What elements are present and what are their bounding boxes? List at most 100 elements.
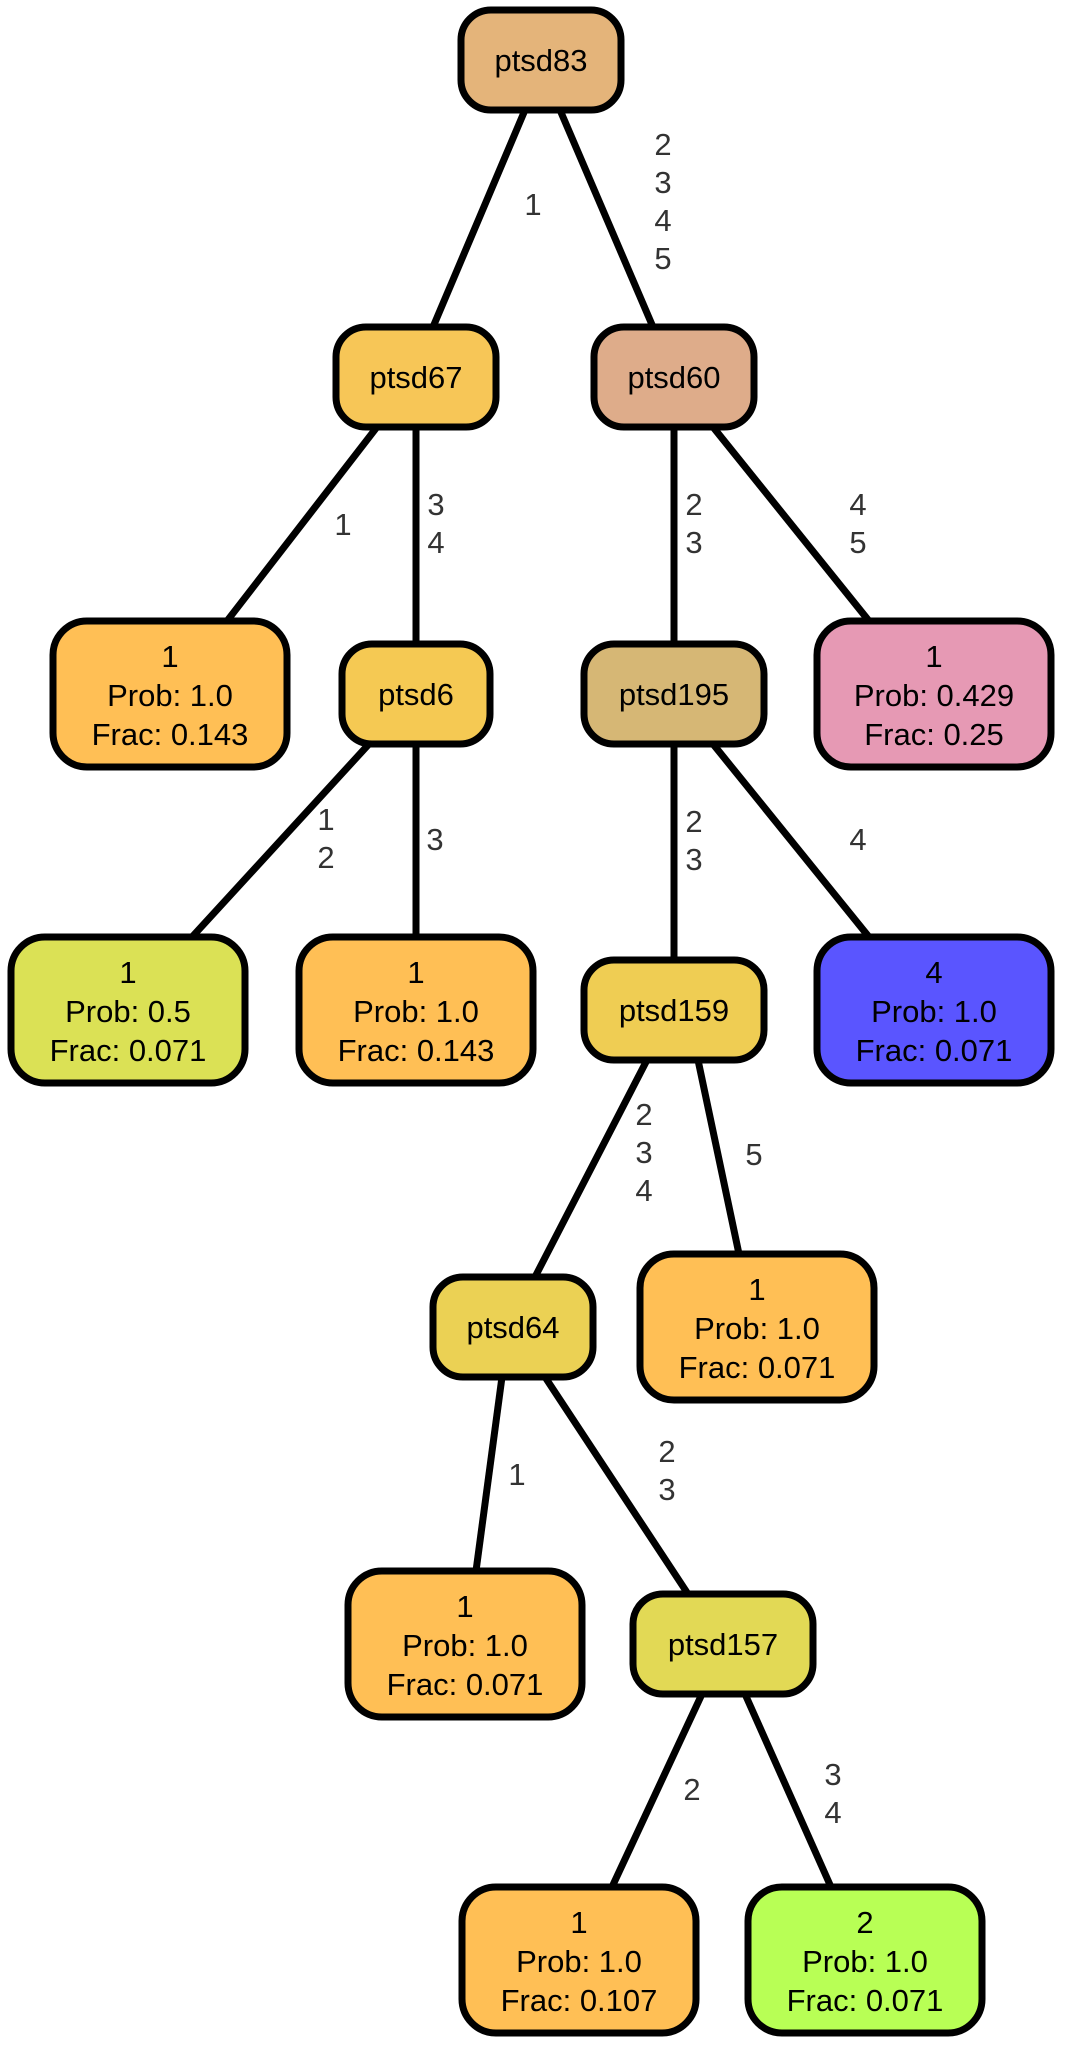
edge-label-line: 2 xyxy=(685,487,702,522)
edge-label: 3 xyxy=(426,822,443,857)
split-variable-label: ptsd6 xyxy=(378,677,454,712)
leaf-frac-label: Frac: 0.071 xyxy=(787,1983,944,2018)
leaf-prob-label: Prob: 1.0 xyxy=(802,1944,928,1979)
node-box xyxy=(813,933,1055,1087)
split-node-ptsd195: ptsd195 xyxy=(580,640,768,748)
split-node-ptsd83: ptsd83 xyxy=(457,6,625,114)
leaf-class-label: 1 xyxy=(119,955,136,990)
edge-ptsd83-to-ptsd60 xyxy=(556,108,657,329)
split-variable-label: ptsd157 xyxy=(668,1627,778,1662)
leaf-prob-label: Prob: 1.0 xyxy=(516,1944,642,1979)
edge-label: 1 xyxy=(524,187,541,222)
node-box xyxy=(636,1250,878,1404)
edge-label-line: 1 xyxy=(334,507,351,542)
split-variable-label: ptsd67 xyxy=(369,360,462,395)
edge-label-line: 2 xyxy=(685,804,702,839)
edge-ptsd157-to-leaf_h xyxy=(608,1692,706,1889)
edge-label-line: 3 xyxy=(658,1472,675,1507)
leaf-frac-label: Frac: 0.071 xyxy=(387,1667,544,1702)
node-box xyxy=(7,933,249,1087)
edge-label-line: 2 xyxy=(683,1772,700,1807)
split-variable-label: ptsd64 xyxy=(466,1310,559,1345)
leaf-node-leaf_c: 1 Prob: 0.5 Frac: 0.071 xyxy=(7,933,249,1087)
leaf-class-label: 1 xyxy=(748,1272,765,1307)
node-box xyxy=(344,1567,586,1721)
split-node-ptsd159: ptsd159 xyxy=(580,956,768,1064)
node-box xyxy=(580,640,768,748)
leaf-node-leaf_i: 2 Prob: 1.0 Frac: 0.071 xyxy=(744,1883,986,2037)
edge-ptsd159-to-ptsd64 xyxy=(531,1058,651,1279)
leaf-node-leaf_b: 1 Prob: 0.429 Frac: 0.25 xyxy=(813,617,1055,771)
node-box xyxy=(629,1590,817,1698)
edge-ptsd6-to-leaf_c xyxy=(189,741,372,940)
split-variable-label: ptsd83 xyxy=(494,43,587,78)
split-variable-label: ptsd195 xyxy=(619,677,729,712)
leaf-class-label: 1 xyxy=(925,639,942,674)
leaf-class-label: 4 xyxy=(925,955,942,990)
edge-label-line: 4 xyxy=(635,1173,652,1208)
leaf-frac-label: Frac: 0.071 xyxy=(679,1350,836,1385)
leaf-class-label: 1 xyxy=(161,639,178,674)
edge-label-line: 5 xyxy=(849,525,866,560)
edge-label-line: 5 xyxy=(745,1137,762,1172)
edge-label-line: 2 xyxy=(658,1434,675,1469)
edge-label-line: 5 xyxy=(654,241,671,276)
edge-label-line: 4 xyxy=(427,525,444,560)
nodes-layer: ptsd83 ptsd67 ptsd60 1 Prob: 1.0 Frac: 0.143 p… xyxy=(7,6,1055,2037)
split-node-ptsd64: ptsd64 xyxy=(429,1273,597,1381)
leaf-node-leaf_f: 1 Prob: 1.0 Frac: 0.071 xyxy=(344,1567,586,1721)
edge-label-line: 2 xyxy=(317,840,334,875)
split-variable-label: ptsd60 xyxy=(627,360,720,395)
edge-label-line: 3 xyxy=(426,822,443,857)
split-node-ptsd6: ptsd6 xyxy=(338,640,494,748)
leaf-prob-label: Prob: 1.0 xyxy=(871,994,997,1029)
edge-label-line: 4 xyxy=(849,487,866,522)
node-box xyxy=(332,323,500,431)
leaf-prob-label: Prob: 1.0 xyxy=(402,1628,528,1663)
leaf-node-leaf_g: 1 Prob: 1.0 Frac: 0.071 xyxy=(636,1250,878,1404)
node-box xyxy=(813,617,1055,771)
edge-label-line: 1 xyxy=(508,1457,525,1492)
edge-ptsd67-to-leaf_a xyxy=(224,424,380,624)
leaf-class-label: 2 xyxy=(856,1905,873,1940)
node-box xyxy=(744,1883,986,2037)
split-node-ptsd67: ptsd67 xyxy=(332,323,500,431)
leaf-prob-label: Prob: 1.0 xyxy=(107,678,233,713)
leaf-frac-label: Frac: 0.143 xyxy=(338,1033,495,1068)
edge-label-line: 1 xyxy=(524,187,541,222)
edge-label-line: 4 xyxy=(824,1795,841,1830)
leaf-prob-label: Prob: 0.5 xyxy=(65,994,191,1029)
edge-label-line: 3 xyxy=(685,525,702,560)
edge-ptsd60-to-leaf_b xyxy=(710,424,872,624)
node-box xyxy=(338,640,494,748)
edge-ptsd157-to-leaf_i xyxy=(741,1692,835,1889)
leaf-frac-label: Frac: 0.143 xyxy=(92,717,249,752)
node-box xyxy=(458,1883,700,2037)
edge-ptsd195-to-leaf_e xyxy=(710,741,872,940)
edge-ptsd83-to-ptsd67 xyxy=(429,108,529,329)
node-box xyxy=(590,323,758,431)
leaf-class-label: 1 xyxy=(456,1589,473,1624)
edge-label-line: 3 xyxy=(824,1757,841,1792)
leaf-prob-label: Prob: 1.0 xyxy=(694,1311,820,1346)
edge-ptsd64-to-leaf_f xyxy=(472,1376,506,1572)
edge-label: 5 xyxy=(745,1137,762,1172)
edge-label-line: 3 xyxy=(427,487,444,522)
node-box xyxy=(295,933,537,1087)
edge-label-line: 3 xyxy=(635,1135,652,1170)
split-variable-label: ptsd159 xyxy=(619,993,729,1028)
node-box xyxy=(580,956,768,1064)
edge-label-line: 3 xyxy=(685,842,702,877)
leaf-node-leaf_d: 1 Prob: 1.0 Frac: 0.143 xyxy=(295,933,537,1087)
edge-label: 4 xyxy=(849,822,866,857)
edge-label: 1 xyxy=(334,507,351,542)
